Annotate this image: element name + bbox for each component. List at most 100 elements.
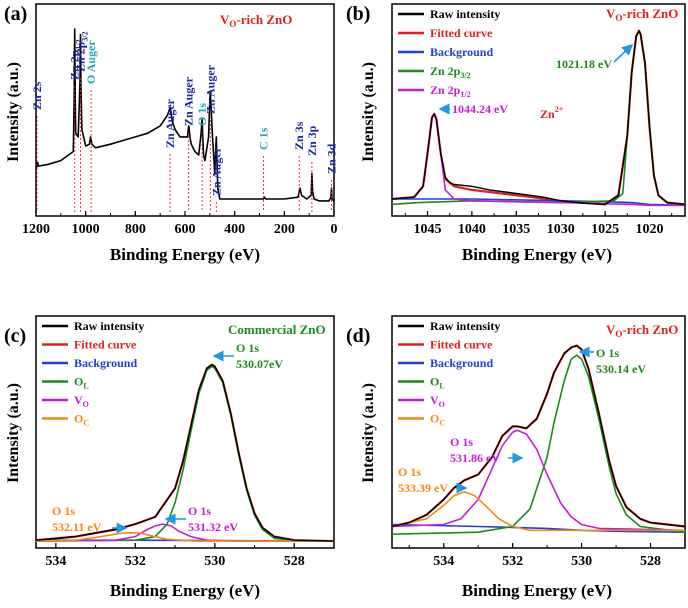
x-axis-label-b: Binding Energy (eV) (462, 245, 612, 264)
legend-b: Raw intensity Fitted curve Background Zn 2p… (398, 7, 500, 99)
chart-title-c: Commercial ZnO (228, 322, 326, 337)
panel-label-a: (a) (4, 3, 27, 25)
x-axis-label-a: Binding Energy (eV) (110, 245, 260, 264)
peak-label-zn-2p1-2: Zn 2p1/2 (68, 39, 84, 80)
series-line-oc (35, 531, 334, 542)
plot-area-b (391, 29, 686, 207)
legend-label-raw-intensity: Raw intensity (430, 319, 500, 333)
legend-label-zn-2p1-2: Zn 2p1/2 (430, 83, 471, 99)
zn2plus-label: Zn2+ (540, 105, 564, 121)
y-axis-label-b: Intensity (a.u.) (360, 62, 377, 162)
peak-label-zn-3d: Zn 3d (325, 143, 339, 174)
chart-title-d: VO-rich ZnO (606, 322, 678, 339)
vo-peak-value: 531.86 eV (450, 451, 500, 465)
ol-peak-label: O 1s (236, 341, 259, 355)
x-tick-label: 600 (175, 222, 196, 237)
legend-label-vo: VO (74, 393, 89, 409)
x-tick-label: 200 (274, 222, 295, 237)
peak-label-zn-3s: Zn 3s (292, 121, 306, 150)
peak-label-zn-auger: Zn Auger (209, 146, 223, 196)
peak-label-zn-auger: Zn Auger (163, 98, 177, 148)
x-tick-label: 532 (502, 554, 523, 569)
x-tick-label: 1030 (547, 222, 575, 237)
x-tick-label: 530 (571, 554, 592, 569)
oc-peak-label: O 1s (52, 504, 75, 518)
oc-peak-value: 532.11 eV (52, 520, 102, 534)
vo-peak-value: 531.32 eV (188, 520, 238, 534)
plot-area-c (35, 363, 335, 543)
legend-label-ol: OL (74, 375, 89, 391)
legend-label-background: Background (430, 356, 493, 370)
series-line-ol (391, 354, 686, 535)
peak-value-zn2p32: 1021.18 eV (556, 57, 612, 71)
x-ticks-c: 534 532 530 528 (45, 543, 335, 569)
x-tick-label: 534 (45, 554, 66, 569)
y-axis-label-c: Intensity (a.u.) (5, 383, 22, 483)
ol-peak-label: O 1s (596, 346, 619, 360)
panel-label-b: (b) (346, 3, 370, 25)
legend-label-fitted-curve: Fitted curve (74, 338, 137, 352)
series-line-raw-intensity (391, 30, 686, 206)
peak-label-zn-2p3-2: Zn 2p3/2 (73, 31, 89, 72)
peak-label-zn-3p: Zn 3p (305, 125, 319, 156)
series-line-background (391, 523, 686, 533)
panel-a: 1200 1000 800 600 400 200 0 (a) VO-rich ZnO In… (4, 3, 339, 264)
x-tick-label: 1200 (22, 222, 50, 237)
x-tick-label: 800 (125, 222, 146, 237)
peak-value-zn2p12: 1044.24 eV (452, 102, 508, 116)
legend-label-ol: OL (430, 375, 445, 391)
y-axis-label-a: Intensity (a.u.) (5, 62, 22, 162)
legend-c: Raw intensity Fitted curve Background OL VO O… (42, 319, 144, 428)
x-tick-label: 532 (125, 554, 146, 569)
legend-label-oc: OC (74, 412, 89, 428)
plot-area-a (35, 28, 335, 202)
plot-frame (391, 315, 686, 549)
x-tick-label: 400 (224, 222, 245, 237)
series-line-oc (391, 490, 685, 532)
y-axis-label-d: Intensity (a.u.) (360, 383, 377, 483)
x-tick-label: 0 (331, 222, 338, 237)
oc-peak-value: 533.39 eV (398, 481, 448, 495)
peak-label-c-1s: C 1s (256, 127, 270, 150)
x-axis-label-d: Binding Energy (eV) (462, 581, 612, 600)
series-line-survey (35, 28, 335, 202)
x-tick-label: 530 (204, 554, 225, 569)
panel-label-d: (d) (346, 325, 370, 347)
x-ticks-a: 1200 1000 800 600 400 200 0 (22, 211, 338, 237)
legend-d: Raw intensity Fitted curve Background OL VO O… (398, 319, 500, 428)
peak-label-zn-auger: Zn Auger (182, 76, 196, 126)
peak-labels-a: Zn 2s Zn 2p1/2Zn 2p3/2O Auger Zn Auger Zn A… (30, 31, 339, 212)
peak-label-o-1s: O 1s (195, 103, 209, 126)
x-axis-label-c: Binding Energy (eV) (110, 581, 260, 600)
series-line-raw-intensity (35, 364, 335, 542)
chart-title-a: VO-rich ZnO (220, 12, 292, 29)
oc-peak-label: O 1s (398, 465, 421, 479)
x-tick-label: 528 (284, 554, 305, 569)
legend-label-fitted-curve: Fitted curve (430, 338, 493, 352)
legend-label-vo: VO (430, 393, 445, 409)
x-tick-label: 534 (433, 554, 454, 569)
peak-label-o-auger: O Auger (84, 40, 98, 84)
peak-arrow-zn2p32 (613, 43, 634, 63)
x-tick-label: 1025 (591, 222, 619, 237)
ol-peak-value: 530.07eV (236, 357, 283, 371)
peak-label-zn-auger: Zn Auger (203, 64, 217, 114)
panel-b: 1045 1040 1035 1030 1025 1020 Raw intensity Fi… (346, 3, 686, 264)
peak-label-zn-2s: Zn 2s (30, 81, 44, 110)
x-ticks-d: 534 532 530 528 (408, 543, 686, 569)
plot-frame (35, 315, 335, 549)
vo-peak-label: O 1s (188, 504, 211, 518)
chart-title-b: VO-rich ZnO (606, 6, 678, 23)
legend-label-zn-2p3-2: Zn 2p3/2 (430, 64, 471, 80)
legend-label-background: Background (74, 356, 137, 370)
series-line-vo (391, 429, 686, 532)
legend-label-oc: OC (430, 412, 445, 428)
x-tick-label: 1020 (635, 222, 663, 237)
legend-label-raw-intensity: Raw intensity (74, 319, 144, 333)
legend-label-background: Background (430, 45, 493, 59)
panel-d: 534 532 530 528 Raw intensity Fitted curve Ba… (346, 315, 686, 600)
x-ticks-b: 1045 1040 1035 1030 1025 1020 (404, 211, 673, 237)
x-tick-label: 1045 (414, 222, 442, 237)
x-tick-label: 528 (640, 554, 661, 569)
